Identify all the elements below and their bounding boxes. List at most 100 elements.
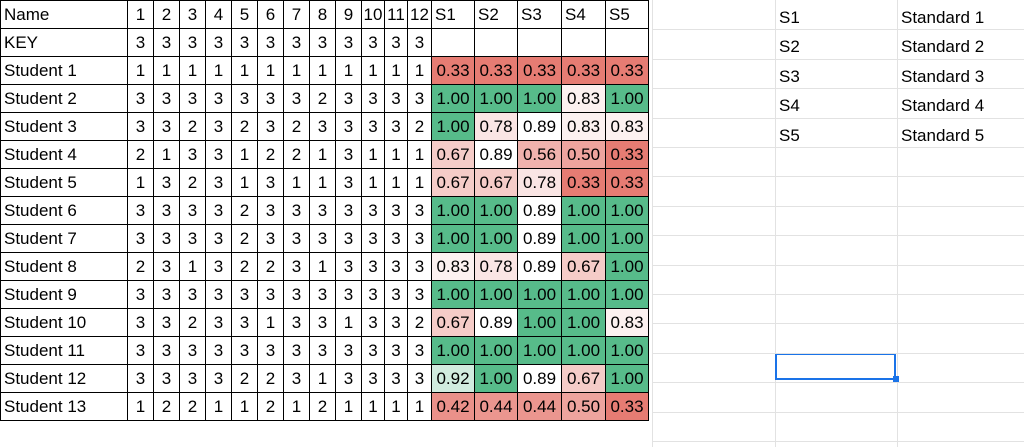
answer-cell[interactable]: 3 (205, 364, 232, 393)
answer-cell[interactable]: 2 (127, 140, 154, 169)
answer-cell[interactable]: 3 (153, 280, 180, 309)
standard-score-cell[interactable]: 0.33 (474, 56, 518, 85)
answer-cell[interactable]: 1 (309, 364, 336, 393)
answer-cell[interactable]: 3 (179, 336, 206, 365)
standard-score-cell[interactable]: 1.00 (605, 224, 649, 253)
answer-cell[interactable]: 3 (127, 224, 154, 253)
standard-score-cell[interactable]: 1.00 (605, 336, 649, 365)
standard-score-cell[interactable]: 1.00 (431, 280, 475, 309)
standard-score-cell[interactable]: 0.33 (517, 56, 562, 85)
answer-cell[interactable]: 3 (205, 168, 232, 197)
standard-score-cell[interactable]: 1.00 (605, 84, 649, 113)
answer-cell[interactable]: 1 (231, 168, 258, 197)
answer-cell[interactable]: 3 (361, 364, 385, 393)
header-name[interactable]: Name (0, 0, 128, 29)
answer-cell[interactable]: 3 (335, 364, 362, 393)
standard-score-cell[interactable] (517, 28, 562, 57)
answer-cell[interactable]: 3 (153, 196, 180, 225)
answer-cell[interactable]: 1 (361, 140, 385, 169)
header-standard-S1[interactable]: S1 (431, 0, 475, 29)
answer-cell[interactable]: 1 (384, 140, 408, 169)
header-question-10[interactable]: 10 (361, 0, 385, 29)
answer-cell[interactable]: 3 (283, 196, 310, 225)
row-name-cell[interactable]: Student 3 (0, 112, 128, 141)
answer-cell[interactable]: 3 (179, 84, 206, 113)
answer-cell[interactable]: 3 (309, 112, 336, 141)
answer-cell[interactable]: 2 (231, 252, 258, 281)
standard-label-cell[interactable]: Standard 3 (901, 66, 985, 86)
answer-cell[interactable]: 3 (335, 140, 362, 169)
standard-score-cell[interactable]: 0.56 (517, 140, 562, 169)
answer-cell[interactable]: 3 (205, 308, 232, 337)
standard-score-cell[interactable]: 1.00 (517, 280, 562, 309)
answer-cell[interactable]: 3 (384, 112, 408, 141)
answer-cell[interactable]: 3 (335, 252, 362, 281)
header-question-5[interactable]: 5 (231, 0, 258, 29)
standard-score-cell[interactable]: 0.67 (431, 140, 475, 169)
answer-cell[interactable]: 1 (407, 168, 432, 197)
answer-cell[interactable]: 3 (179, 28, 206, 57)
answer-cell[interactable]: 1 (283, 56, 310, 85)
standard-score-cell[interactable] (431, 28, 475, 57)
answer-cell[interactable]: 3 (127, 28, 154, 57)
answer-cell[interactable]: 3 (361, 84, 385, 113)
answer-cell[interactable]: 2 (179, 308, 206, 337)
standard-score-cell[interactable]: 1.00 (474, 84, 518, 113)
answer-cell[interactable]: 3 (179, 140, 206, 169)
answer-cell[interactable]: 2 (231, 196, 258, 225)
answer-cell[interactable]: 2 (407, 308, 432, 337)
answer-cell[interactable]: 3 (384, 336, 408, 365)
standard-score-cell[interactable]: 0.33 (561, 56, 606, 85)
answer-cell[interactable]: 3 (335, 112, 362, 141)
answer-cell[interactable]: 1 (231, 392, 258, 421)
answer-cell[interactable]: 1 (335, 56, 362, 85)
answer-cell[interactable]: 1 (309, 56, 336, 85)
answer-cell[interactable]: 2 (257, 364, 284, 393)
answer-cell[interactable]: 3 (407, 336, 432, 365)
answer-cell[interactable]: 3 (205, 196, 232, 225)
answer-cell[interactable]: 1 (179, 56, 206, 85)
row-name-cell[interactable]: Student 10 (0, 308, 128, 337)
header-question-8[interactable]: 8 (309, 0, 336, 29)
header-standard-S2[interactable]: S2 (474, 0, 518, 29)
answer-cell[interactable]: 3 (127, 112, 154, 141)
answer-cell[interactable]: 1 (407, 392, 432, 421)
answer-cell[interactable]: 2 (407, 112, 432, 141)
answer-cell[interactable]: 3 (361, 308, 385, 337)
standard-score-cell[interactable] (561, 28, 606, 57)
standard-score-cell[interactable]: 1.00 (474, 196, 518, 225)
standard-code-cell[interactable]: S3 (779, 66, 800, 86)
answer-cell[interactable]: 3 (205, 28, 232, 57)
standard-score-cell[interactable]: 1.00 (431, 112, 475, 141)
answer-cell[interactable]: 3 (384, 28, 408, 57)
header-standard-S5[interactable]: S5 (605, 0, 649, 29)
standard-label-cell[interactable]: Standard 1 (901, 8, 985, 27)
row-name-cell[interactable]: Student 4 (0, 140, 128, 169)
answer-cell[interactable]: 3 (384, 196, 408, 225)
standard-score-cell[interactable]: 1.00 (517, 336, 562, 365)
answer-cell[interactable]: 1 (205, 392, 232, 421)
standard-score-cell[interactable]: 1.00 (561, 336, 606, 365)
answer-cell[interactable]: 3 (335, 84, 362, 113)
standard-score-cell[interactable]: 1.00 (431, 224, 475, 253)
answer-cell[interactable]: 3 (309, 308, 336, 337)
row-name-cell[interactable]: Student 9 (0, 280, 128, 309)
answer-cell[interactable]: 3 (205, 224, 232, 253)
answer-cell[interactable]: 1 (127, 56, 154, 85)
answer-cell[interactable]: 3 (127, 84, 154, 113)
header-question-4[interactable]: 4 (205, 0, 232, 29)
answer-cell[interactable]: 1 (309, 140, 336, 169)
answer-cell[interactable]: 3 (361, 196, 385, 225)
standard-score-cell[interactable]: 0.44 (517, 392, 562, 421)
answer-cell[interactable]: 1 (231, 140, 258, 169)
standard-score-cell[interactable]: 1.00 (561, 308, 606, 337)
standard-score-cell[interactable]: 0.33 (605, 392, 649, 421)
answer-cell[interactable]: 3 (361, 336, 385, 365)
standard-score-cell[interactable]: 0.89 (517, 364, 562, 393)
answer-cell[interactable]: 3 (153, 336, 180, 365)
row-name-cell[interactable]: Student 7 (0, 224, 128, 253)
answer-cell[interactable]: 2 (153, 392, 180, 421)
answer-cell[interactable]: 1 (257, 56, 284, 85)
standard-code-cell[interactable]: S2 (779, 37, 800, 57)
answer-cell[interactable]: 3 (283, 84, 310, 113)
